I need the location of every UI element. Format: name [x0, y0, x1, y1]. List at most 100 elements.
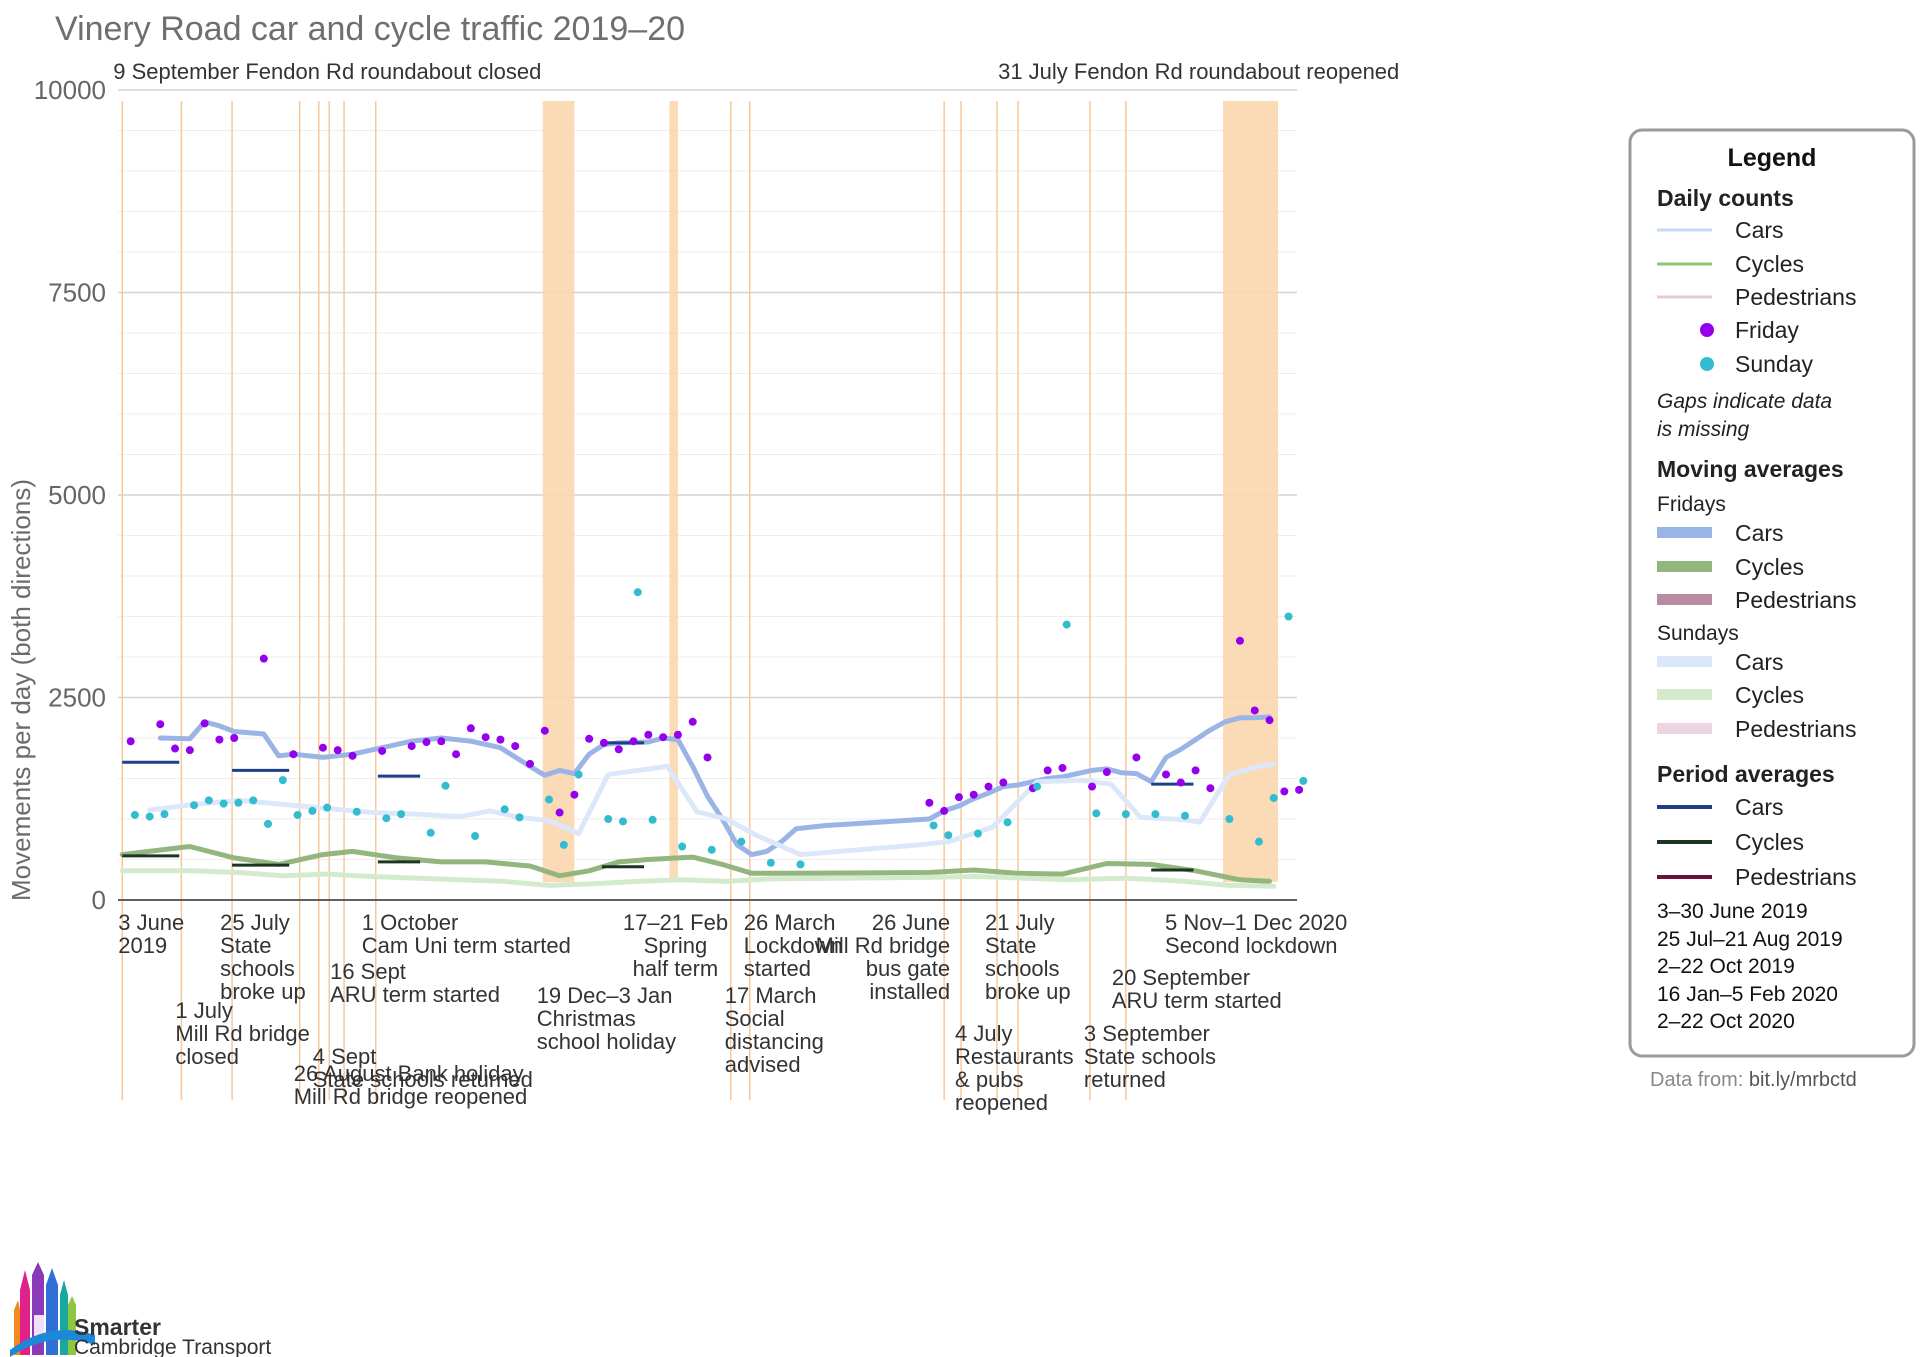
y-tick-label: 5000 — [48, 480, 106, 510]
friday-point — [1176, 778, 1185, 787]
friday-point — [1295, 785, 1304, 794]
annotation-label: 20 September ARU term started — [1112, 965, 1282, 1013]
legend-period-cycles: Cycles — [1735, 829, 1804, 855]
legend-swatch-sunday-dot — [1700, 357, 1714, 371]
sunday-point — [426, 828, 435, 837]
y-tick-label: 7500 — [48, 278, 106, 308]
friday-point — [1280, 787, 1289, 796]
friday-point — [1088, 782, 1097, 791]
annotation-label: 26 August Bank holiday Mill Rd bridge reo… — [294, 1061, 528, 1109]
sunday-point — [648, 815, 657, 824]
friday-point — [703, 753, 712, 762]
annotation-line: State — [220, 933, 271, 958]
annotation-line: 1 July — [175, 998, 232, 1023]
friday-point — [200, 719, 209, 728]
friday-point — [1162, 770, 1170, 779]
sunday-point — [308, 806, 317, 815]
friday-point — [511, 742, 520, 751]
sunday-point — [545, 795, 554, 804]
friday-point — [318, 743, 327, 752]
annotation-line: advised — [725, 1052, 801, 1077]
annotation-label: 1 July Mill Rd bridge closed — [175, 998, 309, 1069]
friday-point — [954, 793, 963, 802]
friday-point — [540, 726, 549, 735]
data-source-prefix: Data from: — [1650, 1069, 1749, 1091]
legend-daily-cars: Cars — [1735, 217, 1784, 243]
annotations: 9 September Fendon Rd roundabout closed 3… — [113, 59, 1399, 1115]
legend-friday: Friday — [1735, 317, 1799, 343]
annotation-label: 4 Sept State schools returned — [313, 1044, 533, 1092]
annotation-label: 16 Sept ARU term started — [330, 959, 500, 1007]
legend-period-range-5: 2–22 Oct 2020 — [1657, 1010, 1795, 1033]
sunday-point — [973, 829, 982, 838]
sunday-point — [145, 812, 154, 821]
smarter-cambridge-logo: Smarter Cambridge Transport — [10, 1262, 271, 1357]
sunday-point — [264, 819, 273, 828]
annotation-line: 21 July — [985, 910, 1055, 935]
annotation-line: 16 Sept — [330, 959, 406, 984]
friday-point — [156, 720, 165, 729]
sunday-point — [604, 815, 613, 823]
annotation-line: 19 Dec–3 Jan — [537, 983, 673, 1008]
annotation-line: Restaurants — [955, 1044, 1074, 1069]
annotation-line: distancing — [725, 1029, 824, 1054]
sunday-point — [678, 842, 687, 851]
sunday-point — [766, 858, 775, 867]
legend-sunday: Sunday — [1735, 351, 1814, 377]
friday-point — [407, 742, 416, 751]
legend-fri-cars: Cars — [1735, 520, 1784, 546]
friday-point — [333, 746, 342, 755]
sunday-point — [293, 810, 302, 819]
sunday-point — [500, 805, 509, 814]
annotation-line: installed — [869, 979, 950, 1004]
logo-icon — [10, 1262, 95, 1357]
annotation-line: closed — [175, 1044, 239, 1069]
sunday-point — [1151, 810, 1160, 819]
friday-point — [526, 759, 535, 768]
friday-point — [644, 730, 653, 739]
daily-points — [126, 588, 1308, 869]
sunday-point — [633, 588, 642, 597]
legend-swatch-fri-cycles — [1657, 561, 1712, 572]
annotation-line: State schools — [1084, 1044, 1216, 1069]
sunday-point — [618, 817, 627, 826]
friday-point — [496, 735, 505, 744]
friday-point — [422, 738, 431, 747]
annotation-line: school holiday — [537, 1029, 676, 1054]
sunday-point — [397, 810, 406, 819]
annotation-label: 3 September State schools returned — [1084, 1021, 1216, 1092]
friday-point — [1043, 766, 1052, 775]
sunday-point — [515, 813, 524, 822]
sunday-point — [323, 803, 332, 812]
sunday-point — [1284, 612, 1293, 621]
legend-swatch-sun-pedestrians — [1657, 723, 1712, 734]
friday-point — [289, 750, 298, 759]
sunday-point — [1003, 818, 1012, 827]
legend-period-range-1: 3–30 June 2019 — [1657, 900, 1808, 923]
series-fridays-cycles-line — [119, 844, 1272, 884]
sunday-point — [249, 796, 258, 805]
legend-fri-pedestrians: Pedestrians — [1735, 587, 1856, 613]
friday-point — [1265, 716, 1274, 725]
sunday-point — [1121, 810, 1130, 819]
sunday-point — [352, 807, 361, 816]
annotation-line: 31 July Fendon Rd roundabout reopened — [998, 59, 1399, 84]
friday-point — [259, 654, 268, 663]
data-source-link[interactable]: bit.ly/mrbctd — [1749, 1069, 1857, 1091]
sunday-point — [471, 832, 480, 841]
friday-point — [378, 746, 387, 755]
friday-point — [599, 738, 608, 747]
annotation-line: 9 September Fendon Rd roundabout closed — [113, 59, 541, 84]
annotation-line: 20 September — [1112, 965, 1250, 990]
legend-sundays-label: Sundays — [1657, 622, 1739, 645]
sunday-point — [929, 821, 938, 830]
sunday-point — [160, 810, 169, 819]
sunday-point — [278, 776, 287, 785]
legend: Legend Daily counts Cars Cycles Pedestri… — [1628, 128, 1916, 1058]
y-axis-label: Movements per day (both directions) — [6, 479, 36, 901]
annotation-line: broke up — [985, 979, 1071, 1004]
annotation-line: Cam Uni term started — [362, 933, 571, 958]
friday-point — [466, 724, 475, 733]
series-sundays-cars-line — [147, 761, 1277, 858]
annotation-line: ARU term started — [330, 982, 500, 1007]
